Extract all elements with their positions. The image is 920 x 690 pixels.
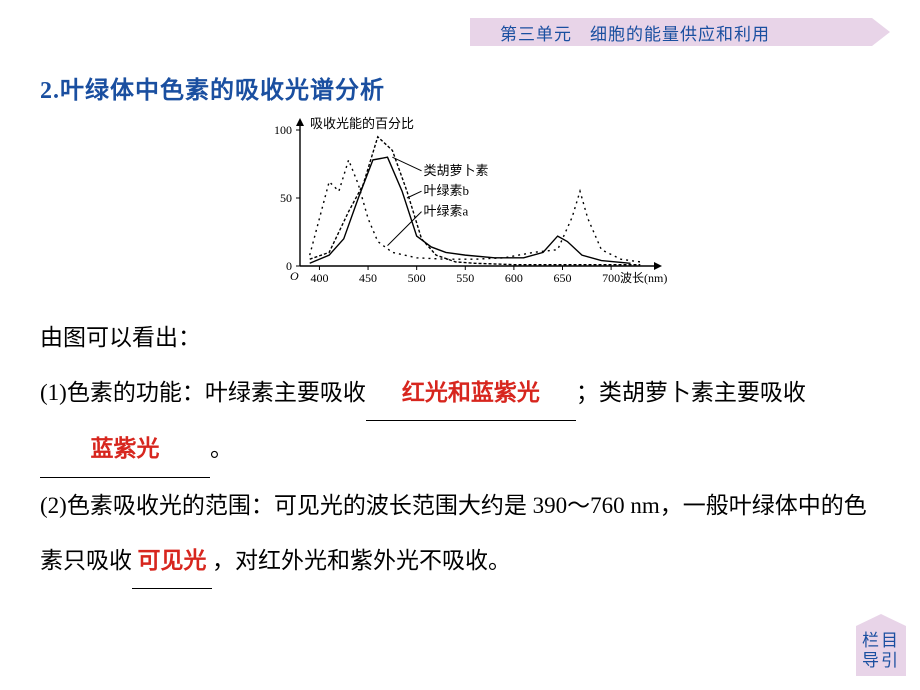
header-arrow-icon [872, 18, 890, 46]
p1-text-a: (1)色素的功能：叶绿素主要吸收 [40, 380, 366, 405]
blank-1: 红光和蓝紫光 [366, 365, 576, 421]
svg-text:100: 100 [274, 123, 292, 137]
answer-2: 蓝紫光 [91, 435, 160, 461]
svg-text:700: 700 [602, 271, 620, 285]
chart-svg: 050100400450500550600650700吸收光能的百分比波长(nm… [250, 112, 670, 292]
para-2: (2)色素吸收光的范围：可见光的波长范围大约是 390～760 nm，一般叶绿体… [40, 478, 880, 589]
svg-text:类胡萝卜素: 类胡萝卜素 [424, 163, 489, 178]
nav-tab[interactable]: 栏目 导引 [856, 626, 906, 676]
svg-text:400: 400 [310, 271, 328, 285]
para-1: (1)色素的功能：叶绿素主要吸收 红光和蓝紫光 ；类胡萝卜素主要吸收蓝紫光 。 [40, 365, 880, 477]
section-title: 2.叶绿体中色素的吸收光谱分析 [40, 70, 385, 105]
svg-text:550: 550 [456, 271, 474, 285]
nav-line-1: 栏目 [862, 631, 900, 651]
svg-text:650: 650 [554, 271, 572, 285]
svg-text:叶绿素a: 叶绿素a [424, 204, 469, 219]
absorption-spectrum-chart: 050100400450500550600650700吸收光能的百分比波长(nm… [250, 112, 670, 292]
svg-text:450: 450 [359, 271, 377, 285]
p1-text-b: ；类胡萝卜素主要吸收 [576, 380, 806, 405]
svg-text:600: 600 [505, 271, 523, 285]
p2-text-b: ，对红外光和紫外光不吸收。 [212, 548, 511, 573]
body-content: 由图可以看出： (1)色素的功能：叶绿素主要吸收 红光和蓝紫光 ；类胡萝卜素主要吸收… [40, 310, 880, 589]
answer-3: 可见光 [138, 547, 207, 573]
answer-1: 红光和蓝紫光 [402, 379, 540, 405]
p1-text-c: 。 [210, 436, 233, 461]
svg-text:50: 50 [280, 191, 292, 205]
svg-text:吸收光能的百分比: 吸收光能的百分比 [310, 116, 414, 131]
unit-header: 第三单元 细胞的能量供应和利用 [470, 16, 890, 48]
svg-text:叶绿素b: 叶绿素b [424, 183, 470, 198]
svg-text:500: 500 [408, 271, 426, 285]
blank-3: 可见光 [132, 533, 212, 589]
nav-line-2: 导引 [862, 651, 900, 671]
lead-line: 由图可以看出： [40, 310, 880, 365]
unit-header-text: 第三单元 细胞的能量供应和利用 [470, 18, 872, 46]
blank-2: 蓝紫光 [40, 421, 210, 477]
svg-text:波长(nm): 波长(nm) [620, 271, 667, 285]
svg-text:O: O [290, 269, 299, 283]
